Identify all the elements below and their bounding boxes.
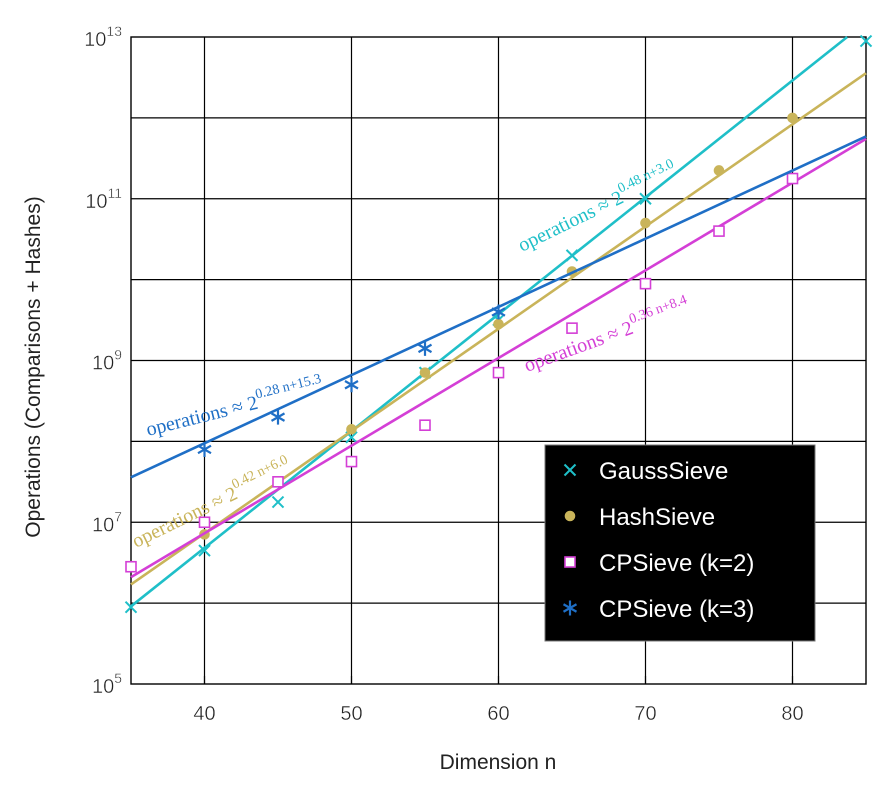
data-point (566, 322, 578, 334)
axes-layer: 40 50 60 70 80 105 107 109 1011 1013 (84, 23, 867, 725)
legend: GaussSieve HashSieve CPSieve (k=2) CPSieve … (544, 444, 816, 642)
data-point (270, 409, 286, 425)
series-cpsieve-k-3 (130, 135, 867, 479)
legend-marker (563, 463, 577, 477)
data-point (344, 377, 359, 393)
y-axis-label: Operations (Comparisons + Hashes) (22, 196, 45, 537)
grid-layer (131, 37, 866, 684)
x-tick-label: 40 (193, 703, 215, 725)
data-point (491, 304, 506, 320)
legend-label: GaussSieve (599, 458, 728, 485)
fit-line (130, 137, 867, 579)
data-point (493, 318, 504, 330)
legend-label: CPSieve (k=2) (599, 550, 754, 577)
legend-label: CPSieve (k=3) (599, 596, 754, 623)
data-point (565, 249, 579, 262)
x-tick-label: 70 (634, 703, 656, 725)
legend-marker (564, 510, 576, 522)
data-point (492, 366, 505, 379)
y-tick-label: 1011 (85, 185, 122, 213)
data-point (639, 192, 652, 205)
data-point (787, 112, 798, 124)
x-tick-label: 50 (340, 703, 362, 725)
data-point (198, 516, 211, 529)
legend-item: CPSieve (k=2) (564, 550, 754, 577)
fit-annotation: operations ≈ 20.48 n+3.0 (513, 157, 681, 257)
y-tick-label: 105 (92, 670, 122, 698)
data-point (346, 423, 357, 435)
legend-marker (562, 600, 578, 616)
data-point (198, 544, 211, 557)
x-tick-label: 80 (781, 703, 803, 725)
data-point (125, 560, 137, 573)
data-point (639, 277, 652, 290)
data-point (124, 600, 138, 614)
series-layer (124, 34, 873, 614)
legend-item: CPSieve (k=3) (562, 596, 754, 623)
legend-item: GaussSieve (563, 458, 728, 485)
y-tick-label: 109 (92, 347, 122, 375)
data-point (197, 441, 212, 457)
data-point (271, 495, 285, 509)
series-cpsieve-k-2 (125, 137, 867, 579)
legend-marker (564, 556, 576, 568)
y-tick-label: 107 (92, 508, 122, 536)
data-point (786, 172, 799, 185)
fit-line (130, 35, 848, 608)
fit-annotation: operations ≈ 20.36 n+8.4 (520, 293, 693, 377)
data-point (859, 34, 873, 48)
legend-box (544, 444, 816, 642)
data-point (713, 165, 725, 176)
data-point (419, 419, 431, 432)
data-point (345, 455, 358, 468)
x-tick-label: 60 (487, 703, 509, 725)
data-point (419, 367, 431, 378)
data-point (713, 225, 725, 237)
legend-item: HashSieve (564, 504, 715, 531)
y-tick-label: 1013 (84, 23, 122, 51)
x-axis-label: Dimension n (440, 751, 557, 774)
legend-label: HashSieve (599, 504, 715, 531)
data-point (272, 476, 284, 488)
data-point (640, 217, 651, 229)
data-point (417, 340, 433, 356)
